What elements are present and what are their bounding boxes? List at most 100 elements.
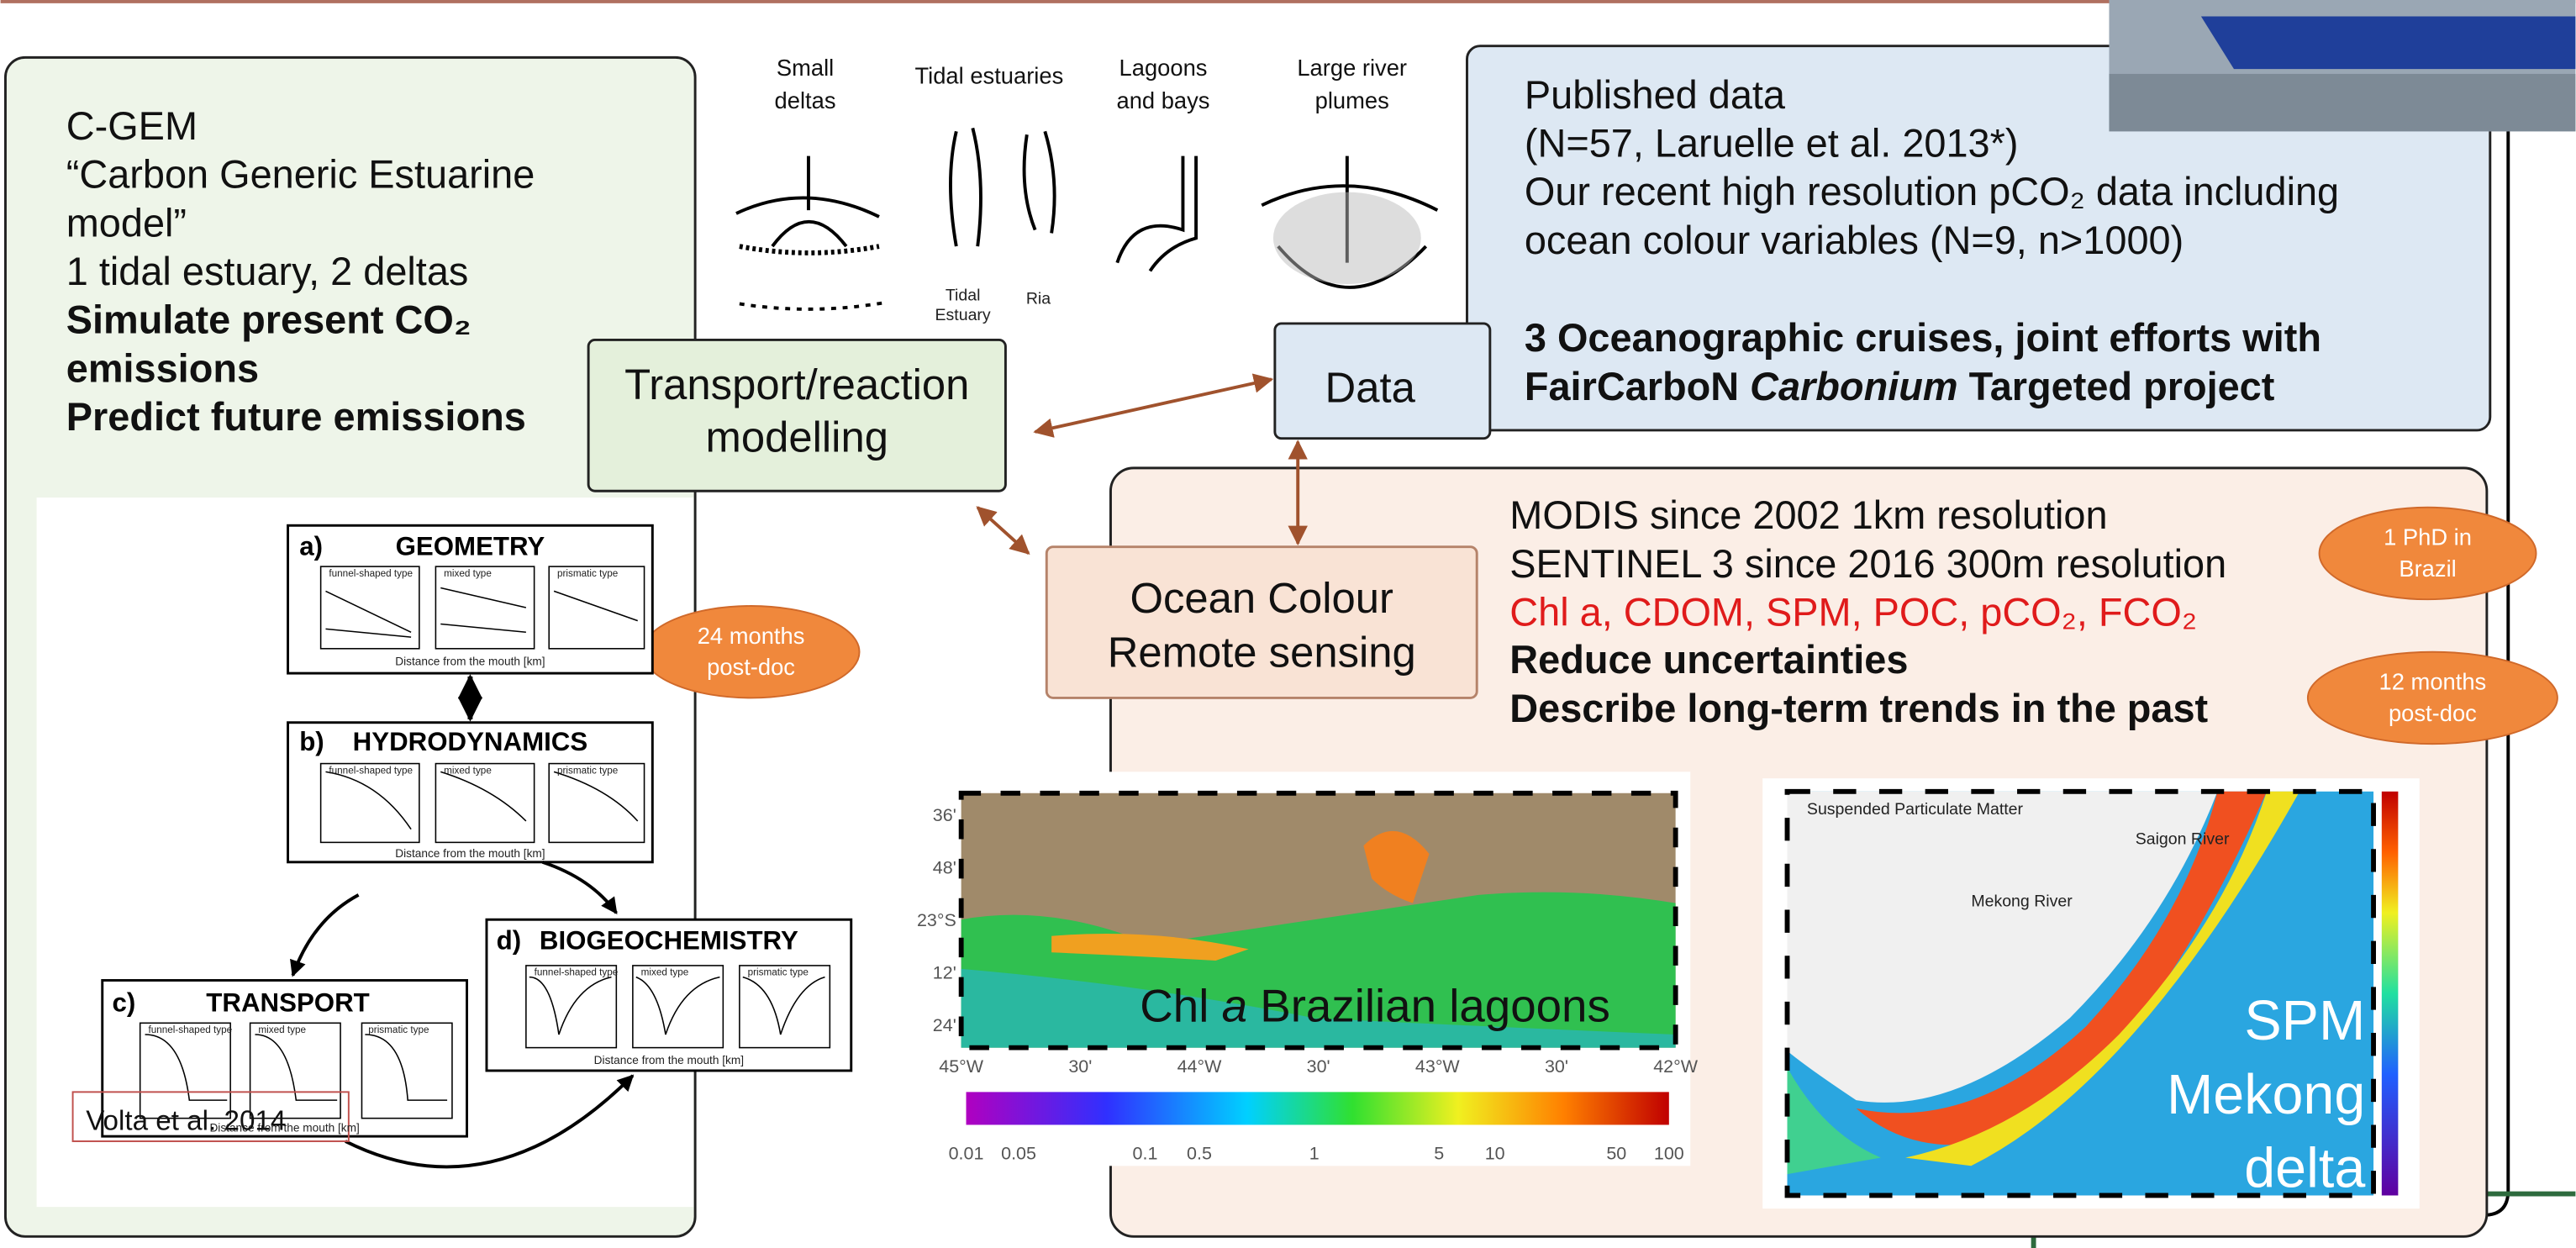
shape: [2308, 652, 2558, 744]
map-title: Suspended Particulate Matter: [1807, 800, 2024, 819]
river-label: Mekong River: [1971, 893, 2073, 911]
badge-text: 1 PhD in: [2384, 524, 2472, 550]
body-text-bold: Describe long-term trends in the past: [1509, 687, 2208, 730]
subplot-type: mixed type: [258, 1024, 306, 1035]
estuary-label: Small: [777, 55, 834, 81]
subplot-type: funnel-shaped type: [329, 765, 413, 776]
river-label: Saigon River: [2136, 829, 2230, 848]
body-text: model”: [66, 201, 187, 245]
lat-label: 36': [933, 805, 956, 825]
subplot-type: prismatic type: [557, 765, 618, 776]
subplot-type: mixed type: [444, 568, 492, 579]
sketch-label: Ria: [1026, 289, 1051, 308]
body-text: ocean colour variables (N=9, n>1000): [1525, 219, 2184, 262]
colorbar-label: 0.5: [1187, 1143, 1212, 1163]
lon-label: 30': [1068, 1056, 1092, 1077]
shape: [740, 246, 879, 253]
text-run: Chl: [1140, 979, 1221, 1031]
body-text: Our recent high resolution pCO₂ data inc…: [1525, 170, 2339, 213]
body-text: MODIS since 2002 1km resolution: [1509, 493, 2107, 537]
lon-label: 30': [1545, 1056, 1568, 1077]
subplot-type: mixed type: [641, 967, 689, 978]
estuary-label: plumes: [1315, 87, 1389, 113]
subplot-type: funnel-shaped type: [148, 1024, 232, 1035]
shape: [977, 508, 1029, 554]
body-text: 1 tidal estuary, 2 deltas: [66, 250, 469, 293]
body-text-bold: Predict future emissions: [66, 395, 526, 439]
map-caption: SPM: [2244, 990, 2365, 1052]
subplot-type: prismatic type: [557, 568, 618, 579]
shape: [1117, 156, 1196, 271]
shape: [1035, 379, 1272, 432]
text-run: Brazilian lagoons: [1247, 979, 1610, 1031]
axis-label: Distance from the mouth [km]: [594, 1054, 744, 1066]
text-run: Carbonium: [1750, 365, 1957, 408]
shape: [1273, 192, 1421, 284]
lon-label: 43°W: [1415, 1056, 1460, 1077]
map-caption: Chl a Brazilian lagoons: [1140, 979, 1610, 1031]
colorbar-label: 0.05: [1001, 1143, 1036, 1163]
body-text-bold: emissions: [66, 346, 259, 390]
estuary-label: Tidal estuaries: [914, 63, 1063, 89]
colorbar-label: 50: [1606, 1143, 1626, 1163]
body-text: (N=57, Laruelle et al. 2013*): [1525, 122, 2019, 166]
axis-label: Distance from the mouth [km]: [395, 847, 545, 860]
shape: [736, 156, 879, 246]
shape: [2320, 508, 2536, 599]
shape: [2382, 792, 2399, 1196]
badge-text: 12 months: [2379, 669, 2487, 695]
lon-label: 30': [1307, 1056, 1330, 1077]
body-text: C-GEM: [66, 104, 198, 148]
colorbar-label: 0.1: [1133, 1143, 1158, 1163]
box-label: Ocean Colour: [1130, 574, 1393, 622]
slide: C-GEM “Carbon Generic Estuarinemodel” 1 ti…: [0, 0, 2576, 1248]
estuary-label: deltas: [775, 87, 836, 113]
shape: [2109, 74, 2575, 131]
map-caption: Mekong: [2167, 1064, 2365, 1126]
lon-label: 42°W: [1653, 1056, 1698, 1077]
text-run: 3 Oceanographic cruises, joint efforts w…: [1525, 316, 2321, 360]
text-run: Targeted project: [1958, 365, 2275, 408]
panel-title: GEOMETRY: [396, 531, 545, 561]
estuary-label: and bays: [1117, 87, 1210, 113]
estuary-label: Lagoons: [1119, 55, 1208, 81]
body-text-bold: Simulate present CO₂: [66, 298, 471, 342]
box-label: Data: [1325, 364, 1416, 412]
colorbar-label: 0.01: [949, 1143, 984, 1163]
map-caption: delta: [2244, 1138, 2365, 1200]
panel-title: TRANSPORT: [206, 988, 369, 1018]
subplot-type: funnel-shaped type: [535, 967, 619, 978]
panel-title: BIOGEOCHEMISTRY: [540, 925, 798, 955]
sketch-label: Estuary: [935, 306, 991, 324]
body-text-bold: FairCarboN Carbonium Targeted project: [1525, 365, 2275, 408]
page: {"left_panel":{"lines":["C-GEM","“Carbon…: [0, 0, 2576, 1248]
estuary-label: Large river: [1297, 55, 1407, 81]
lat-label: 24': [933, 1015, 956, 1035]
badge-text: Brazil: [2399, 556, 2456, 582]
subplot-type: funnel-shaped type: [329, 568, 413, 579]
text-run: a: [1222, 979, 1247, 1031]
badge-text: 24 months: [698, 623, 805, 649]
box-label: modelling: [706, 413, 888, 461]
shape: [951, 128, 1055, 246]
lon-label: 45°W: [939, 1056, 983, 1077]
shape: [740, 303, 888, 309]
body-text: “Carbon Generic Estuarine: [66, 153, 535, 197]
colorbar-label: 1: [1309, 1143, 1320, 1163]
subplot-type: prismatic type: [748, 967, 809, 978]
panel-letter: d): [497, 925, 522, 955]
lat-label: 48': [933, 857, 956, 877]
badge-text: post-doc: [2389, 700, 2477, 726]
lat-label: 23°S: [917, 910, 956, 930]
citation: Volta et al. 2014: [86, 1105, 286, 1136]
panel-letter: c): [112, 988, 135, 1018]
body-text: SENTINEL 3 since 2016 300m resolution: [1509, 542, 2226, 586]
lon-label: 44°W: [1177, 1056, 1222, 1077]
body-text: Published data: [1525, 73, 1786, 117]
shape: [967, 1092, 1669, 1124]
sketch-label: Tidal: [946, 287, 981, 305]
body-text-bold: Reduce uncertainties: [1509, 638, 1908, 682]
shape: [2201, 17, 2576, 70]
box-label: Remote sensing: [1108, 628, 1416, 676]
lat-label: 12': [933, 963, 956, 983]
